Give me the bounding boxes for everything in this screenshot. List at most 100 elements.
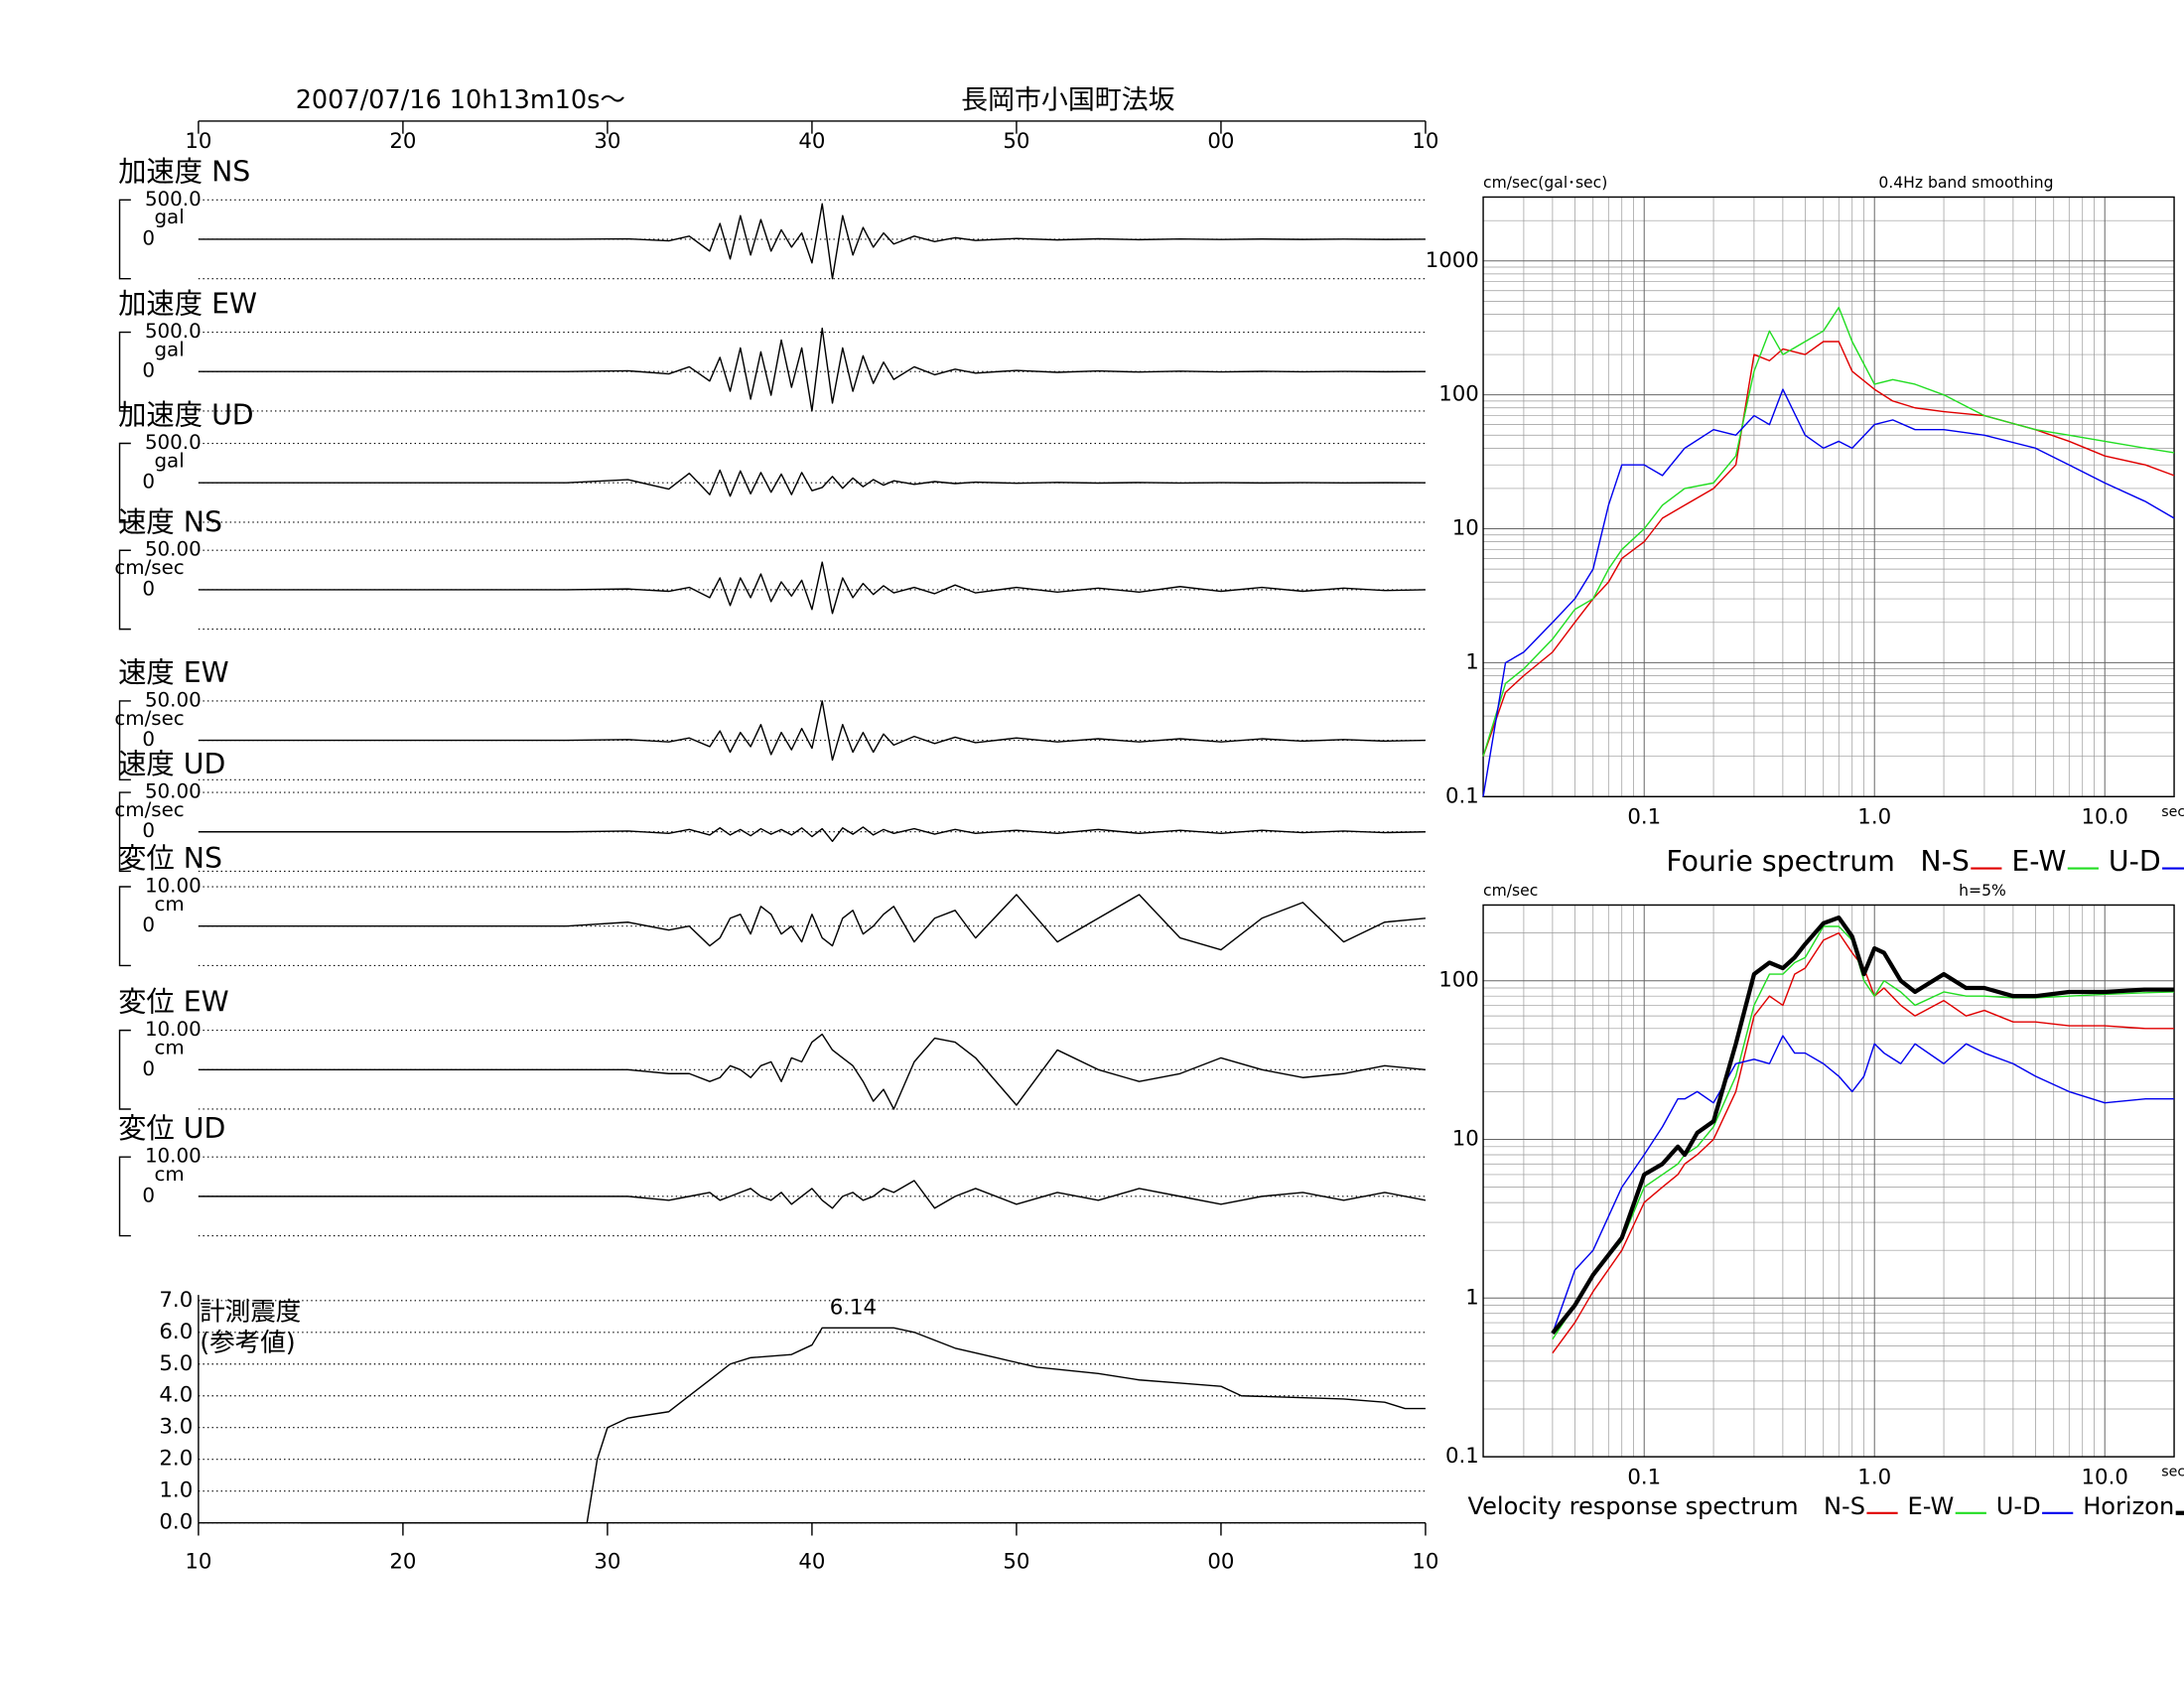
trace-bracket: [118, 1156, 131, 1237]
y-tick-label: 10: [1452, 516, 1479, 541]
y-tick-label: 3.0: [159, 1415, 193, 1440]
data-line: [198, 826, 1426, 842]
x-tick-label: 50: [1003, 1549, 1029, 1574]
trace-title: 変位 EW: [118, 986, 229, 1019]
y-tick-label: 1000: [1426, 248, 1479, 273]
intensity-title: 計測震度: [200, 1298, 301, 1328]
trace-bracket: [118, 199, 131, 280]
data-line: [198, 1180, 1427, 1209]
x-tick-label: 10: [185, 129, 211, 154]
y-tick-label: 1.0: [159, 1478, 193, 1503]
y-tick-label: 0: [142, 471, 155, 493]
data-line: [1551, 914, 2175, 1336]
x-tick-label: 40: [798, 1549, 825, 1574]
data-line: [1482, 341, 2175, 757]
y-tick-label: 50.00: [145, 780, 202, 803]
data-line: [198, 327, 1426, 412]
trace-unit: cm: [154, 1163, 184, 1186]
x-tick-label: 00: [1207, 1549, 1234, 1574]
x-tick-label: 10.0: [2082, 805, 2128, 830]
y-tick-label: 0: [142, 914, 155, 936]
y-tick-label: 10: [1452, 1126, 1479, 1151]
peak-label: 6.14: [830, 1295, 877, 1320]
trace-unit: cm/sec: [114, 707, 184, 730]
x-axis-unit: sec: [2161, 1465, 2184, 1480]
data-line: [198, 1033, 1427, 1110]
data-line: [198, 894, 1427, 951]
data-line: [198, 469, 1426, 497]
data-line: [300, 1327, 1426, 1524]
plot-frame: [1482, 904, 2175, 1458]
legend-title: Velocity response spectrum: [1467, 1492, 1798, 1520]
y-tick-label: 10.00: [145, 1018, 202, 1041]
x-tick-label: 10: [1412, 1549, 1438, 1574]
trace-title: 速度 NS: [118, 505, 222, 538]
data-line: [1552, 1035, 2175, 1334]
legend-label: Horizon: [2083, 1492, 2174, 1520]
record-datetime: 2007/07/16 10h13m10s〜: [296, 85, 625, 115]
y-tick-label: 100: [1438, 382, 1479, 407]
y-axis-unit: cm/sec(gal･sec): [1483, 174, 1607, 192]
chart-note: h=5%: [1959, 882, 2006, 900]
trace-title: 速度 UD: [118, 748, 225, 780]
legend-label: E-W: [1908, 1492, 1955, 1520]
x-tick-label: 30: [594, 1549, 620, 1574]
y-tick-label: 6.0: [159, 1320, 193, 1344]
legend-label: N-S: [1824, 1492, 1865, 1520]
x-tick-label: 0.1: [1627, 805, 1661, 830]
y-tick-label: 50.00: [145, 538, 202, 561]
y-tick-label: 50.00: [145, 688, 202, 711]
y-tick-label: 500.0: [145, 320, 202, 343]
trace-bracket: [118, 700, 131, 781]
y-tick-label: 500.0: [145, 431, 202, 454]
data-line: [198, 561, 1426, 615]
y-tick-label: 0.1: [1445, 783, 1479, 808]
trace-unit: gal: [154, 449, 184, 472]
legend-label: E-W: [2011, 845, 2066, 878]
y-tick-label: 0: [142, 359, 155, 382]
trace-bracket: [118, 549, 131, 631]
chart-note: 0.4Hz band smoothing: [1878, 174, 2053, 192]
trace-unit: cm: [154, 893, 184, 915]
x-tick-label: 50: [1003, 129, 1029, 154]
y-tick-label: 2.0: [159, 1447, 193, 1472]
x-tick-label: 20: [389, 1549, 416, 1574]
y-tick-label: 0: [142, 728, 155, 751]
legend-label: U-D: [2109, 845, 2161, 878]
trace-bracket: [118, 886, 131, 967]
y-tick-label: 0: [142, 1184, 155, 1206]
legend-label: U-D: [1996, 1492, 2041, 1520]
y-tick-label: 0: [142, 1057, 155, 1080]
y-tick-label: 0.0: [159, 1510, 193, 1535]
x-axis-unit: sec: [2161, 804, 2184, 820]
y-tick-label: 0: [142, 819, 155, 842]
data-line: [1552, 931, 2175, 1354]
trace-bracket: [118, 791, 131, 873]
x-tick-label: 40: [798, 129, 825, 154]
y-tick-label: 10.00: [145, 1145, 202, 1168]
trace-unit: cm: [154, 1037, 184, 1059]
x-tick-label: 0.1: [1627, 1465, 1661, 1489]
plot-frame: [1482, 196, 2175, 798]
trace-title: 変位 UD: [118, 1112, 225, 1145]
x-tick-label: 10.0: [2082, 1465, 2128, 1489]
trace-bracket: [118, 1029, 131, 1110]
y-tick-label: 0: [142, 577, 155, 600]
trace-unit: gal: [154, 206, 184, 228]
data-line: [198, 700, 1426, 762]
trace-title: 加速度 EW: [118, 288, 257, 321]
y-tick-label: 7.0: [159, 1288, 193, 1313]
trace-title: 加速度 UD: [118, 399, 254, 432]
y-axis-unit: cm/sec: [1483, 882, 1538, 900]
trace-bracket: [118, 442, 131, 523]
trace-title: 速度 EW: [118, 656, 229, 689]
y-tick-label: 5.0: [159, 1351, 193, 1376]
x-tick-label: 30: [594, 129, 620, 154]
y-tick-label: 1: [1465, 1285, 1479, 1310]
x-tick-label: 1.0: [1857, 805, 1891, 830]
data-line: [198, 203, 1426, 280]
y-tick-label: 500.0: [145, 188, 202, 211]
trace-unit: cm/sec: [114, 556, 184, 579]
